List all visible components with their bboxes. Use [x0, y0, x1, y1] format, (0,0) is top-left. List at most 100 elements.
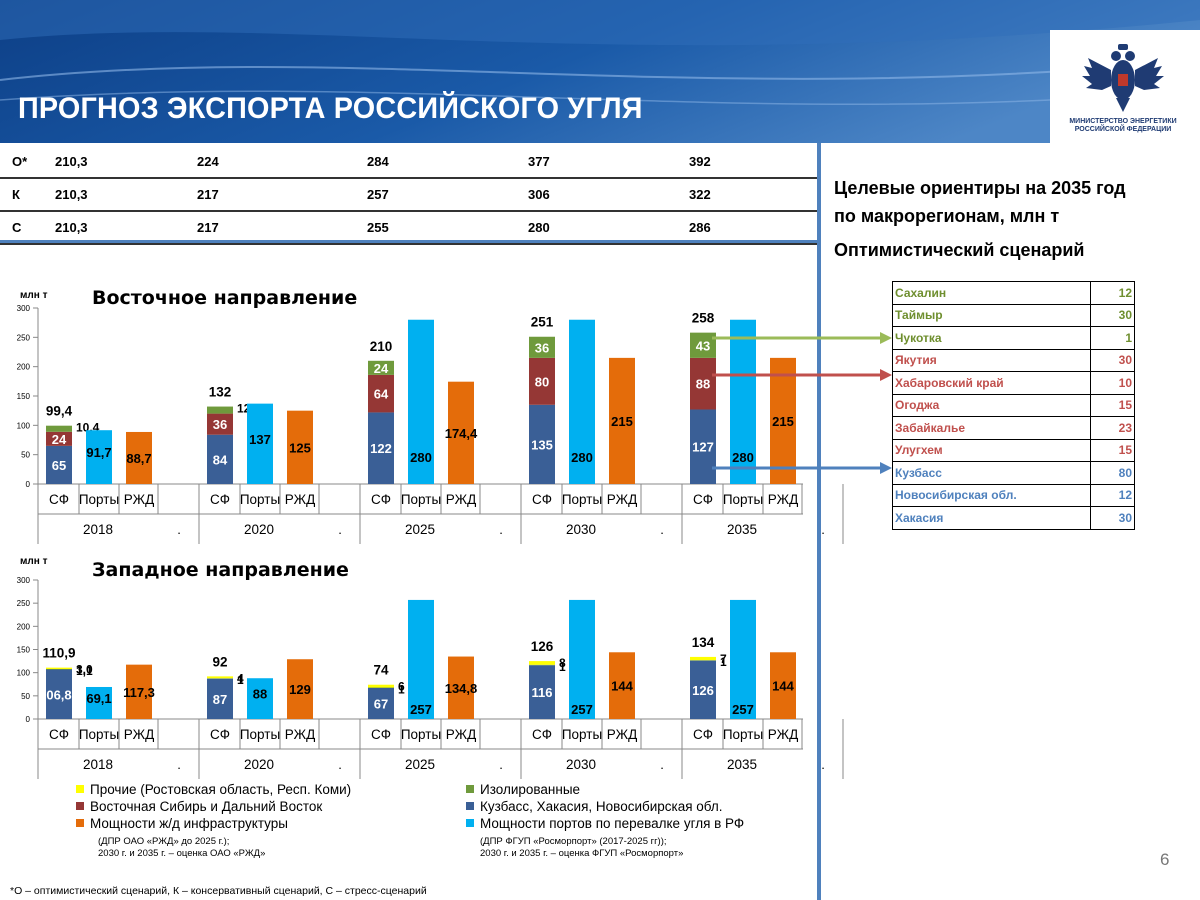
chart-title: Восточное направление: [92, 287, 357, 309]
bar-segment-isolated: [368, 360, 394, 375]
data-label: 127: [692, 440, 714, 455]
bar-ports: [569, 319, 595, 484]
total-label: 258: [692, 311, 715, 326]
x-tick-label: РЖД: [768, 492, 798, 507]
data-label: 1: [559, 660, 566, 674]
target-row: Таймыр 30: [892, 303, 1135, 327]
x-tick-label: РЖД: [446, 727, 476, 742]
data-label: 257: [571, 702, 593, 717]
x-tick-label: СФ: [371, 727, 391, 742]
scenario-label: С: [12, 220, 22, 235]
bar-segment-kuzbass: [368, 687, 394, 719]
data-label: 125: [289, 440, 311, 455]
rail-source-line1: (ДПР ОАО «РЖД» до 2025 г.);: [98, 836, 230, 847]
x-tick-label: Порты: [79, 727, 119, 742]
target-region-value: 80: [1090, 461, 1135, 485]
total-label: 92: [212, 654, 227, 669]
total-label: 74: [373, 663, 389, 678]
scenario-value: 257: [367, 187, 389, 202]
x-tick-label: Порты: [240, 492, 280, 507]
data-label: 91,7: [86, 445, 111, 460]
legend-label: Изолированные: [480, 782, 581, 797]
data-label: 67: [374, 696, 388, 711]
year-separator-dot: .: [660, 757, 664, 772]
total-label: 110,9: [42, 646, 75, 661]
year-separator-dot: .: [499, 522, 503, 537]
total-label: 99,4: [46, 404, 73, 419]
legend-label: Прочие (Ростовская область, Респ. Коми): [90, 782, 352, 797]
scenario-value: 210,3: [55, 220, 88, 235]
chart-title: Западное направление: [92, 559, 349, 581]
target-region-name: Хакасия: [892, 506, 1091, 530]
data-label: 4: [237, 671, 244, 685]
data-label: 24: [52, 432, 67, 447]
x-tick-label: Порты: [562, 492, 602, 507]
scenario-value: 306: [528, 187, 550, 202]
data-label: 8: [559, 656, 566, 670]
year-separator-dot: .: [499, 757, 503, 772]
data-label: 174,4: [445, 426, 478, 441]
total-label: 132: [209, 385, 232, 400]
data-label: 116: [532, 685, 553, 700]
x-tick-label: РЖД: [124, 727, 154, 742]
legend-swatch-ports: [466, 819, 474, 827]
targets-title-line2: по макрорегионам, млн т: [834, 206, 1060, 226]
target-row: Улугхем 15: [892, 438, 1135, 462]
arrow-head-icon: [880, 332, 892, 344]
y-tick-label: 200: [17, 622, 31, 631]
data-label: 134,8: [445, 681, 478, 696]
bar-segment-east: [207, 413, 233, 435]
x-tick-label: СФ: [210, 492, 230, 507]
x-tick-label: РЖД: [607, 492, 637, 507]
targets-scenario: Оптимистический сценарий: [834, 240, 1085, 260]
data-label: 6: [398, 680, 405, 694]
y-tick-label: 150: [17, 392, 31, 401]
eagle-emblem-icon: [1082, 44, 1164, 112]
legend-swatch-isolated: [466, 785, 474, 793]
scenario-value: 284: [367, 154, 389, 169]
data-label: 7: [720, 652, 727, 666]
data-label: 1: [237, 673, 244, 687]
data-label: 24: [374, 361, 389, 376]
target-region-value: 30: [1090, 506, 1135, 530]
scenario-value: 210,3: [55, 187, 88, 202]
scenario-value: 377: [528, 154, 550, 169]
year-separator-dot: .: [338, 757, 342, 772]
vertical-divider: [817, 143, 821, 900]
bar-segment-kuzbass: [46, 669, 72, 719]
target-row: Хакасия 30: [892, 506, 1135, 530]
x-tick-label: СФ: [49, 492, 69, 507]
ports-source-line2: 2030 г. и 2035 г. – оценка ФГУП «Росморп…: [480, 848, 684, 859]
y-tick-label: 200: [17, 363, 31, 372]
bar-segment-kuzbass: [207, 434, 233, 484]
target-region-value: 15: [1090, 438, 1135, 462]
data-label: 88,7: [126, 451, 151, 466]
arrow-head-icon: [880, 462, 892, 474]
year-label: 2030: [566, 522, 596, 537]
legend-item-kuzbass: Кузбасс, Хакасия, Новосибирская обл.: [466, 799, 723, 814]
x-tick-label: РЖД: [285, 727, 315, 742]
scenario-value: 210,3: [55, 154, 88, 169]
y-tick-label: 150: [17, 646, 31, 655]
data-label: 215: [611, 414, 633, 429]
ports-source-line1: (ДПР ФГУП «Росморпорт» (2017-2025 гг));: [480, 836, 667, 847]
y-tick-label: 250: [17, 333, 31, 342]
y-tick-label: 250: [17, 599, 31, 608]
legend-swatch-kuzbass: [466, 802, 474, 810]
scenario-value: 322: [689, 187, 711, 202]
year-separator-dot: .: [660, 522, 664, 537]
target-row: Забайкалье 23: [892, 416, 1135, 440]
legend-item-rail: Мощности ж/д инфраструктуры: [76, 816, 288, 831]
data-label: 65: [52, 458, 66, 473]
data-label: 3,0: [76, 663, 93, 677]
bar-ports: [730, 599, 756, 719]
x-tick-label: Порты: [240, 727, 280, 742]
bar-rail: [770, 652, 796, 719]
data-label: 88: [253, 687, 267, 702]
data-label: 1: [720, 655, 727, 669]
bar-ports: [247, 403, 273, 484]
bar-segment-other: [46, 667, 72, 670]
year-label: 2025: [405, 522, 435, 537]
x-tick-label: СФ: [532, 727, 552, 742]
bar-segment-isolated: [207, 406, 233, 414]
